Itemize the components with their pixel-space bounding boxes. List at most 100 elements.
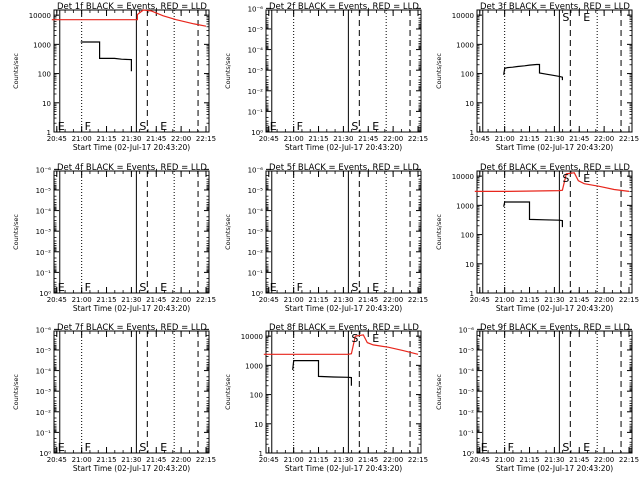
x-tick-label: 22:00: [594, 296, 614, 304]
x-tick-label: 21:30: [544, 296, 564, 304]
segment-letter: S: [139, 120, 146, 133]
x-tick-label: 21:00: [72, 456, 92, 464]
x-tick-label: 22:15: [196, 296, 216, 304]
y-axis-label: Counts/sec: [12, 53, 20, 89]
detector-panel-5: Det 5f BLACK = Events, RED = LLD Counts/s…: [224, 163, 428, 313]
panel-title: Det 9f BLACK = Events, RED = LLD: [480, 323, 630, 333]
y-tick-label: 10000: [452, 173, 474, 181]
x-axis-label: Start Time (02-Jul-17 20:43:20): [496, 304, 613, 313]
plot-frame: [476, 330, 633, 454]
y-tick-label: 10⁰: [251, 290, 263, 298]
x-tick-label: 21:30: [544, 135, 564, 143]
plot-frame: [53, 170, 210, 294]
events-series-line: [503, 201, 564, 228]
x-tick-label: 21:15: [308, 296, 328, 304]
x-tick-label: 21:30: [333, 135, 353, 143]
x-axis-label: Start Time (02-Jul-17 20:43:20): [285, 464, 402, 473]
segment-letter: E: [372, 332, 379, 345]
y-tick-label: 1000: [456, 41, 474, 49]
panel-title: Det 2f BLACK = Events, RED = LLD: [269, 2, 419, 12]
panel-title: Det 6f BLACK = Events, RED = LLD: [480, 163, 630, 173]
x-axis-label: Start Time (02-Jul-17 20:43:20): [73, 143, 190, 152]
y-tick-label: 1: [470, 129, 474, 137]
plot-frame: [265, 9, 422, 133]
events-series-line: [292, 360, 352, 386]
x-tick-label: 20:45: [470, 135, 490, 143]
x-tick-label: 22:00: [594, 135, 614, 143]
x-tick-label: 22:00: [383, 135, 403, 143]
y-tick-label: 10⁻⁴: [459, 368, 475, 376]
y-tick-label: 10⁻¹: [36, 269, 52, 277]
y-axis-label: Counts/sec: [435, 374, 443, 410]
y-tick-label: 100: [38, 71, 51, 79]
x-tick-label: 21:45: [569, 296, 589, 304]
y-tick-label: 10⁰: [462, 450, 474, 458]
x-tick-label: 20:45: [47, 456, 67, 464]
x-tick-label: 22:15: [408, 296, 428, 304]
x-tick-label: 22:00: [383, 456, 403, 464]
x-tick-label: 20:45: [470, 456, 490, 464]
y-tick-label: 10⁻⁴: [36, 208, 52, 216]
y-tick-label: 10⁻¹: [248, 269, 264, 277]
y-tick-label: 100: [461, 71, 474, 79]
y-tick-label: 10⁻³: [248, 67, 264, 75]
x-tick-label: 20:45: [470, 296, 490, 304]
x-tick-label: 22:00: [171, 296, 191, 304]
x-tick-label: 21:30: [121, 135, 141, 143]
y-tick-label: 10⁻²: [36, 249, 52, 257]
x-tick-label: 20:45: [259, 456, 279, 464]
segment-letter: F: [85, 120, 91, 133]
x-tick-label: 22:15: [196, 456, 216, 464]
y-tick-label: 1000: [456, 202, 474, 210]
y-tick-label: 10⁻⁴: [248, 47, 264, 55]
x-tick-label: 21:45: [146, 296, 166, 304]
x-tick-label: 22:15: [619, 135, 639, 143]
y-tick-label: 10⁻²: [248, 88, 264, 96]
x-axis-label: Start Time (02-Jul-17 20:43:20): [285, 143, 402, 152]
detector-panel-4: Det 4f BLACK = Events, RED = LLD Counts/s…: [12, 163, 216, 313]
segment-letter: S: [562, 441, 569, 454]
segment-letter: F: [85, 281, 91, 294]
y-tick-label: 10⁻¹: [36, 429, 52, 437]
y-axis-label: Counts/sec: [12, 214, 20, 250]
x-tick-label: 21:45: [146, 135, 166, 143]
x-tick-label: 21:15: [519, 456, 539, 464]
x-tick-label: 22:00: [383, 296, 403, 304]
segment-letter: E: [583, 172, 590, 185]
x-tick-label: 22:15: [619, 296, 639, 304]
x-tick-label: 21:30: [333, 296, 353, 304]
panel-title: Det 1f BLACK = Events, RED = LLD: [57, 2, 207, 12]
x-tick-label: 22:00: [171, 135, 191, 143]
x-axis-label: Start Time (02-Jul-17 20:43:20): [73, 464, 190, 473]
y-tick-label: 10⁻³: [459, 388, 475, 396]
y-tick-label: 10000: [452, 12, 474, 20]
y-tick-label: 10⁻³: [248, 228, 264, 236]
y-tick-label: 10⁻⁴: [36, 368, 52, 376]
x-axis-label: Start Time (02-Jul-17 20:43:20): [285, 304, 402, 313]
y-tick-label: 10⁻⁵: [248, 26, 264, 34]
detector-panel-7: Det 7f BLACK = Events, RED = LLD Counts/s…: [12, 323, 216, 473]
y-tick-label: 10⁻²: [248, 249, 264, 257]
x-tick-label: 21:00: [495, 296, 515, 304]
y-tick-label: 10⁻¹: [248, 108, 264, 116]
events-series-line: [503, 63, 564, 81]
segment-letter: E: [583, 441, 590, 454]
y-tick-label: 10⁻⁵: [36, 347, 52, 355]
y-tick-label: 10⁻²: [36, 409, 52, 417]
panel-title: Det 4f BLACK = Events, RED = LLD: [57, 163, 207, 173]
lld-series-line: [263, 334, 419, 355]
segment-letter: E: [481, 441, 488, 454]
x-tick-label: 20:45: [259, 296, 279, 304]
x-tick-label: 21:15: [96, 456, 116, 464]
x-tick-label: 21:00: [495, 456, 515, 464]
panel-title: Det 3f BLACK = Events, RED = LLD: [480, 2, 630, 12]
x-tick-label: 22:15: [196, 135, 216, 143]
segment-letter: S: [562, 172, 569, 185]
segment-letter: S: [139, 441, 146, 454]
segment-letter: E: [372, 281, 379, 294]
x-tick-label: 21:30: [544, 456, 564, 464]
x-tick-label: 21:15: [519, 296, 539, 304]
x-tick-label: 21:45: [146, 456, 166, 464]
segment-letter: F: [297, 281, 303, 294]
